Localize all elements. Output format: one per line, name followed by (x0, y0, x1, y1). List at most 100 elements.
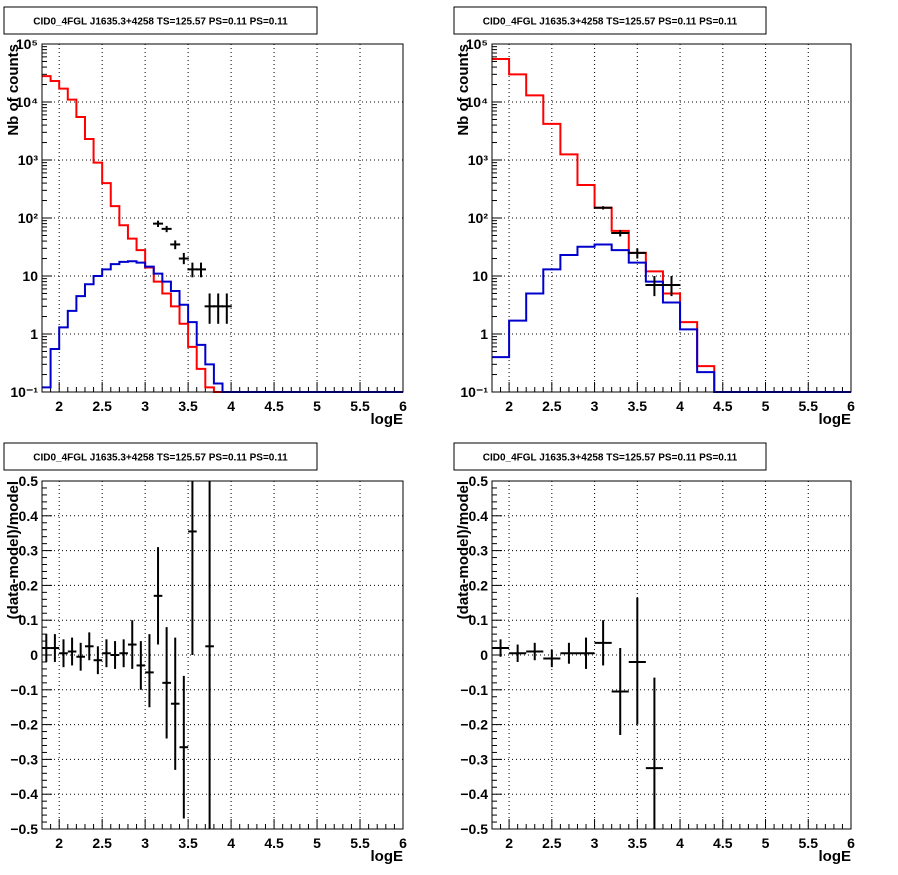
plot-frame (41, 480, 404, 830)
grid (492, 481, 851, 829)
x-tick-label: 4.5 (713, 835, 733, 851)
data-point (187, 262, 198, 278)
y-tick-label: 1 (480, 326, 488, 342)
y-tick-label: −0.5 (10, 821, 38, 837)
y-tick-label: 0.4 (19, 508, 39, 524)
x-tick-label: 2.5 (92, 835, 112, 851)
series-line-model-total (492, 58, 851, 393)
title-box (3, 442, 318, 471)
y-tick-label: 0.1 (19, 612, 39, 628)
x-tick-label: 5 (762, 398, 770, 414)
x-tick-label: 5 (313, 398, 321, 414)
x-tick-label: 3 (591, 835, 599, 851)
data-point (67, 637, 77, 666)
data-point (645, 276, 664, 297)
data-point (594, 620, 612, 666)
x-tick-label: 6 (847, 835, 855, 851)
data-point (102, 639, 111, 668)
data-point (509, 644, 527, 662)
chart-panel-1: 2 2.5 3 3.5 4 4.5 5 5.5 6 10⁻¹ 1 10 10² 10³ 10⁴ 10⁵ logE… (3, 6, 407, 428)
data-point (526, 642, 544, 661)
x-tick-label: 6 (847, 398, 855, 414)
y-tick-label: 10⁴ (16, 94, 39, 110)
x-tick-label: 2 (505, 835, 513, 851)
data-point (492, 639, 510, 657)
data-point (84, 632, 94, 661)
grid (492, 44, 851, 392)
data-point (119, 639, 128, 668)
y-tick-label: 10⁵ (466, 36, 488, 52)
data-point (560, 642, 578, 664)
data-point (127, 620, 137, 669)
chart-panel-2: 2 2.5 3 3.5 4 4.5 5 5.5 6 10⁻¹ 1 10 10² 10³ 10⁴ 10⁵ logE… (453, 6, 855, 428)
data-point (179, 675, 189, 819)
x-tick-label: 3 (141, 835, 149, 851)
data-point (153, 220, 164, 227)
data-point (577, 637, 595, 669)
data-point (59, 639, 68, 668)
data-point (205, 481, 214, 829)
axis-ticks (491, 46, 852, 393)
data-point (204, 293, 215, 324)
data-point (161, 225, 172, 233)
x-tick-label: 5.5 (350, 398, 370, 414)
x-tick-label: 2.5 (542, 835, 562, 851)
plot-frame (491, 43, 852, 393)
x-tick-label: 5.5 (350, 835, 370, 851)
data-point (153, 547, 163, 645)
data-point (628, 248, 647, 259)
x-tick-label: 4 (676, 398, 684, 414)
y-tick-label: 0 (30, 647, 38, 663)
axis-ticks (41, 46, 404, 393)
y-tick-label: −0.3 (460, 751, 488, 767)
y-axis-title: (data-model)/model (455, 481, 472, 619)
x-axis-title: logE (371, 848, 404, 865)
data-point (170, 637, 180, 770)
y-tick-label: −0.2 (10, 717, 38, 733)
data-point (42, 634, 51, 662)
data-point (221, 293, 232, 324)
y-tick-label: 0.4 (469, 508, 489, 524)
y-tick-label: 1 (30, 326, 38, 342)
chart-title: CID0_4FGL J1635.3+4258 TS=125.57 PS=0.11… (483, 453, 738, 464)
title-box (453, 6, 767, 35)
x-axis-title: logE (371, 411, 404, 428)
title-box (453, 442, 767, 471)
x-tick-label: 4 (227, 835, 235, 851)
x-tick-label: 2 (505, 398, 513, 414)
data-point (543, 649, 561, 668)
y-tick-label: 0.2 (469, 577, 489, 593)
x-tick-label: 6 (399, 835, 407, 851)
data-point (196, 262, 207, 278)
y-tick-label: 0.5 (469, 473, 489, 489)
series-line-model-total (42, 75, 403, 393)
chart-panel-3: 2 2.5 3 3.5 4 4.5 5 5.5 6 −0.5 −0.4 −0.3 −0.2 −0.1 0 0.… (3, 442, 407, 865)
y-tick-label: −0.4 (460, 786, 488, 802)
x-tick-label: 2 (55, 835, 63, 851)
data-point (645, 677, 663, 829)
y-tick-label: 10 (22, 268, 38, 284)
y-tick-label: 10³ (18, 152, 39, 168)
data-point (93, 646, 103, 675)
x-tick-label: 4 (676, 835, 684, 851)
y-tick-label: 0.5 (19, 473, 39, 489)
plot-frame (491, 480, 852, 830)
x-tick-label: 4.5 (713, 398, 733, 414)
y-tick-label: −0.3 (10, 751, 38, 767)
y-axis-title: Nb of counts (455, 44, 472, 136)
y-tick-label: 10⁴ (466, 94, 489, 110)
x-tick-label: 3.5 (628, 835, 648, 851)
grid (42, 481, 403, 829)
y-tick-label: 0.1 (469, 612, 489, 628)
y-tick-label: 10⁻¹ (460, 384, 488, 400)
x-tick-label: 3 (591, 398, 599, 414)
y-tick-label: −0.1 (10, 682, 38, 698)
chart-title: CID0_4FGL J1635.3+4258 TS=125.57 PS=0.11… (483, 17, 738, 28)
x-tick-label: 3.5 (178, 398, 198, 414)
x-axis-title: logE (819, 411, 852, 428)
y-tick-label: 0 (480, 647, 488, 663)
data-point (611, 230, 630, 237)
data-point (213, 293, 224, 324)
x-tick-label: 6 (399, 398, 407, 414)
